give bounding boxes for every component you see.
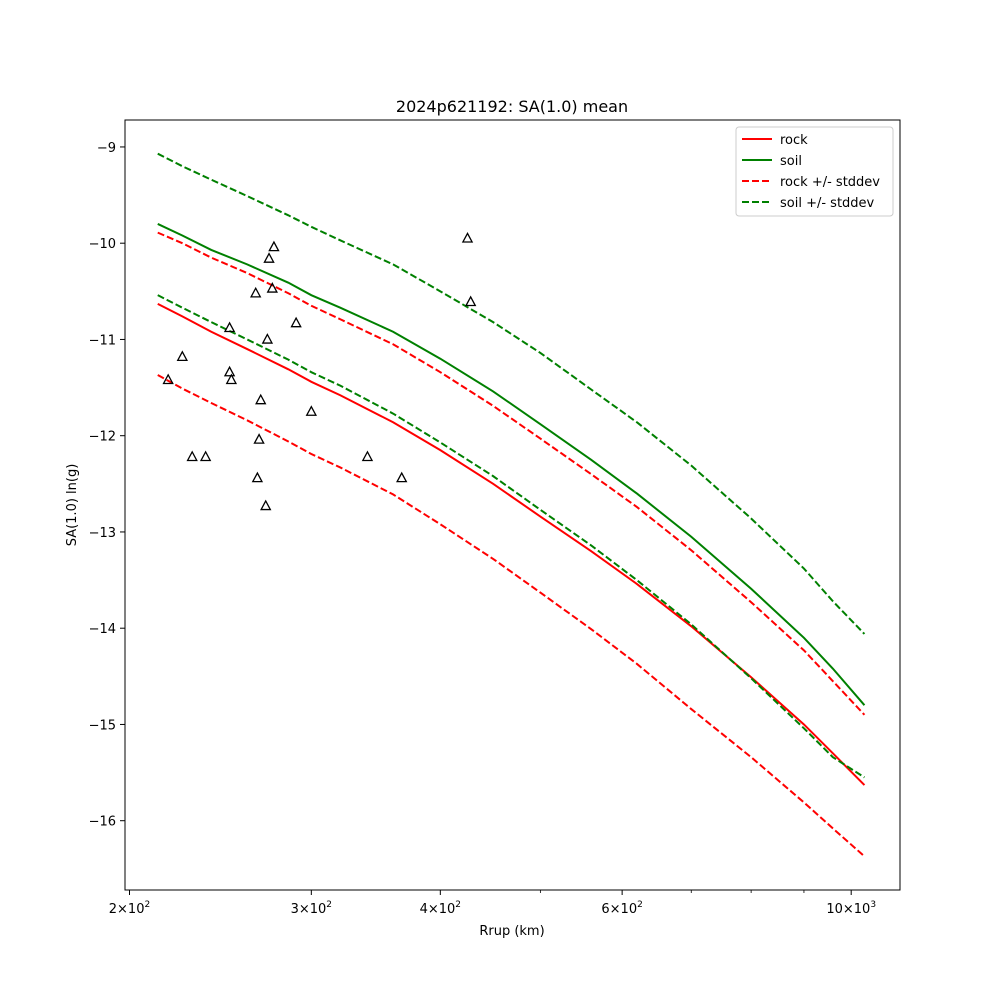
observation-point-19 — [396, 471, 408, 483]
y-tick-label-4: −13 — [89, 526, 116, 541]
axes-frame — [124, 119, 901, 891]
observation-point-20 — [461, 232, 474, 243]
series-line-5 — [157, 294, 865, 779]
y-tick-label-2: −11 — [89, 333, 116, 348]
observation-point-10 — [255, 393, 267, 405]
legend: rock soil rock +/- stddev soil +/- stddev — [735, 126, 894, 217]
observation-point-3 — [199, 450, 212, 462]
x-tick-label-1: 3×102 — [291, 900, 332, 917]
series-line-2 — [157, 231, 866, 716]
x-tick-label-0: 2×102 — [109, 900, 150, 917]
series-line-3 — [157, 374, 866, 858]
legend-label-0: rock — [780, 133, 808, 148]
observation-point-5 — [223, 365, 236, 377]
series-line-4 — [157, 152, 866, 635]
observation-point-9 — [253, 433, 265, 444]
observation-point-6 — [225, 373, 238, 385]
y-tick-label-7: −16 — [89, 815, 116, 830]
observation-point-1 — [176, 350, 189, 362]
y-tick-label-1: −10 — [89, 237, 116, 252]
x-axis-label: Rrup (km) — [479, 924, 544, 939]
legend-label-3: soil +/- stddev — [780, 196, 875, 211]
legend-box — [735, 126, 894, 217]
legend-label-1: soil — [780, 154, 802, 169]
observation-point-11 — [260, 499, 272, 511]
observation-point-15 — [268, 240, 280, 252]
legend-label-2: rock +/- stddev — [780, 175, 880, 190]
series-line-0 — [157, 302, 866, 786]
observation-point-18 — [361, 450, 374, 462]
observation-point-2 — [186, 450, 198, 462]
x-tick-label-4: 10×103 — [826, 900, 876, 917]
y-tick-label-3: −12 — [89, 430, 116, 445]
y-tick-label-6: −15 — [89, 718, 116, 733]
observation-point-17 — [305, 405, 318, 416]
observation-point-7 — [250, 286, 262, 298]
observation-point-14 — [266, 282, 278, 293]
y-axis-label: SA(1.0) ln(g) — [65, 464, 80, 547]
observation-point-8 — [251, 471, 264, 483]
y-tick-label-5: −14 — [89, 622, 116, 637]
observation-point-0 — [162, 373, 174, 385]
series-line-1 — [157, 223, 866, 706]
observation-point-12 — [261, 333, 274, 344]
chart-title: 2024p621192: SA(1.0) mean — [396, 97, 628, 116]
plot-area — [157, 152, 866, 858]
observation-point-21 — [464, 295, 477, 307]
x-axis: 2×102 3×102 4×102 6×102 10×103 — [109, 890, 876, 917]
observation-point-16 — [290, 316, 302, 328]
observation-point-4 — [223, 321, 236, 333]
y-axis: −9 −10 −11 −12 −13 −14 −15 −16 — [89, 141, 125, 830]
observation-point-13 — [263, 252, 275, 263]
x-tick-label-2: 4×102 — [420, 900, 461, 917]
y-tick-label-0: −9 — [97, 141, 116, 156]
x-tick-label-3: 6×102 — [601, 900, 642, 917]
